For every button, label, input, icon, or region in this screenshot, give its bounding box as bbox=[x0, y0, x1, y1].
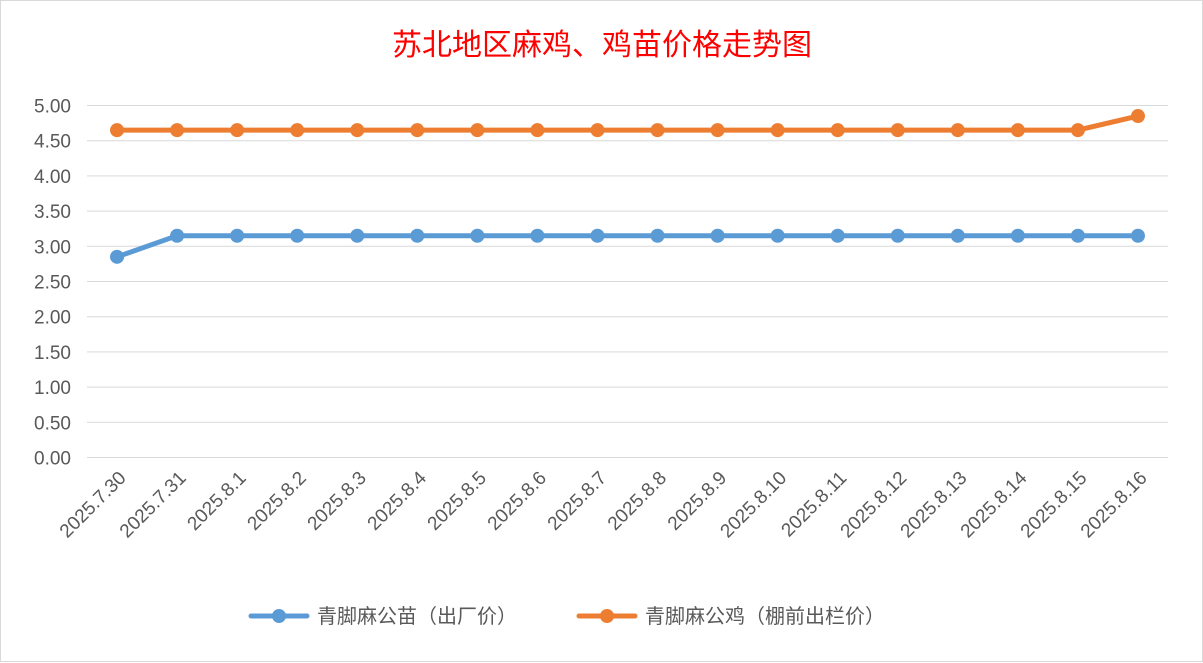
data-point bbox=[950, 123, 965, 138]
data-point bbox=[290, 123, 305, 138]
y-tick-label: 5.00 bbox=[34, 97, 71, 118]
y-tick-label: 2.00 bbox=[34, 308, 71, 329]
grid-layer bbox=[87, 105, 1168, 458]
series-1 bbox=[110, 228, 1145, 264]
y-tick-label: 4.50 bbox=[34, 132, 71, 153]
y-tick-label: 0.50 bbox=[34, 413, 71, 434]
series-line bbox=[114, 113, 1141, 133]
data-point bbox=[350, 123, 365, 138]
y-axis-tick-labels: 0.00 0.50 1.00 1.50 2.00 2.50 3.00 3.50 4.00 4.50… bbox=[34, 97, 71, 470]
x-tick-label: 2025.8.2 bbox=[244, 468, 311, 535]
data-point bbox=[770, 228, 785, 243]
data-point bbox=[1070, 123, 1085, 138]
data-point bbox=[470, 123, 485, 138]
data-point bbox=[650, 228, 665, 243]
data-point bbox=[770, 123, 785, 138]
x-tick-label: 2025.8.7 bbox=[544, 468, 611, 535]
y-tick-label: 0.00 bbox=[34, 449, 71, 470]
data-point bbox=[410, 228, 425, 243]
data-point bbox=[170, 228, 185, 243]
chart-title: 苏北地区麻鸡、鸡苗价格走势图 bbox=[392, 28, 812, 63]
x-tick-label: 2025.8.5 bbox=[424, 468, 491, 535]
legend-swatch-marker bbox=[600, 609, 614, 623]
y-tick-label: 1.00 bbox=[34, 378, 71, 399]
data-point bbox=[170, 123, 185, 138]
legend-swatch-marker bbox=[272, 609, 286, 623]
x-tick-label: 2025.8.10 bbox=[717, 468, 792, 543]
legend-item: 青脚麻公苗（出厂价） bbox=[248, 604, 517, 628]
legend-item: 青脚麻公鸡（棚前出栏价） bbox=[576, 604, 885, 628]
series-layer bbox=[110, 109, 1145, 264]
y-tick-label: 3.50 bbox=[34, 202, 71, 223]
x-tick-label: 2025.8.1 bbox=[184, 468, 251, 535]
y-tick-label: 2.50 bbox=[34, 273, 71, 294]
data-point bbox=[890, 228, 905, 243]
data-point bbox=[830, 123, 845, 138]
x-axis-tick-labels: 2025.7.302025.7.312025.8.12025.8.22025.8… bbox=[56, 467, 1152, 542]
data-point bbox=[590, 123, 605, 138]
data-point bbox=[290, 228, 305, 243]
x-tick-label: 2025.8.16 bbox=[1077, 468, 1152, 543]
data-point bbox=[1010, 228, 1025, 243]
series-2 bbox=[110, 109, 1145, 138]
x-tick-label: 2025.7.31 bbox=[116, 468, 191, 543]
data-point bbox=[110, 123, 125, 138]
data-point bbox=[590, 228, 605, 243]
data-point bbox=[710, 123, 725, 138]
data-point bbox=[650, 123, 665, 138]
x-tick-label: 2025.8.6 bbox=[484, 468, 551, 535]
data-point bbox=[230, 228, 245, 243]
data-point bbox=[530, 228, 545, 243]
y-tick-label: 1.50 bbox=[34, 343, 71, 364]
legend-label: 青脚麻公鸡（棚前出栏价） bbox=[645, 604, 885, 628]
y-tick-label: 3.00 bbox=[34, 237, 71, 258]
data-point bbox=[230, 123, 245, 138]
x-tick-label: 2025.8.8 bbox=[604, 468, 671, 535]
y-tick-label: 4.00 bbox=[34, 167, 71, 188]
data-point bbox=[530, 123, 545, 138]
x-tick-label: 2025.8.3 bbox=[304, 468, 371, 535]
series-line bbox=[114, 233, 1141, 260]
data-point bbox=[1130, 109, 1145, 124]
data-point bbox=[830, 228, 845, 243]
data-point bbox=[470, 228, 485, 243]
data-point bbox=[410, 123, 425, 138]
data-point bbox=[110, 249, 125, 264]
data-point bbox=[1130, 228, 1145, 243]
data-point bbox=[1010, 123, 1025, 138]
data-point bbox=[710, 228, 725, 243]
x-tick-label: 2025.8.4 bbox=[364, 467, 431, 534]
data-point bbox=[350, 228, 365, 243]
data-point bbox=[1070, 228, 1085, 243]
data-point bbox=[890, 123, 905, 138]
legend: 青脚麻公苗（出厂价） 青脚麻公鸡（棚前出栏价） bbox=[248, 604, 885, 628]
legend-label: 青脚麻公苗（出厂价） bbox=[317, 604, 517, 628]
data-point bbox=[950, 228, 965, 243]
